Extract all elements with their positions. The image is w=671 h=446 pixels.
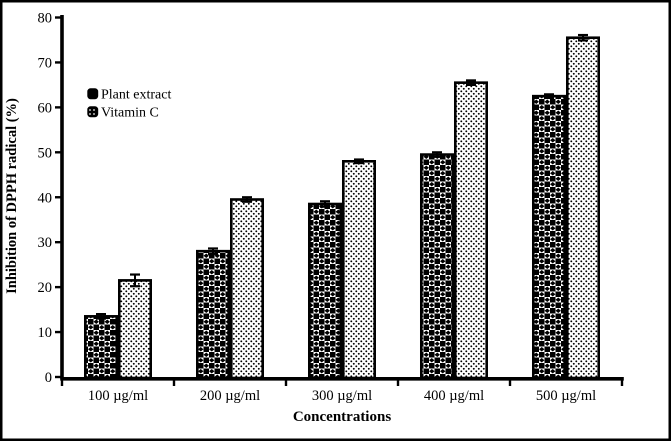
x-category-label-500-g-ml: 500 µg/ml xyxy=(536,388,596,404)
legend-label-vitamin-c: Vitamin C xyxy=(101,106,159,121)
error-bar-plant-extract-500-g-ml xyxy=(544,93,554,100)
y-tick-label-30: 30 xyxy=(38,235,53,251)
error-bar-plant-extract-400-g-ml xyxy=(432,151,442,158)
y-tick-label-50: 50 xyxy=(38,145,53,161)
error-bar-vitamin-c-400-g-ml xyxy=(466,79,476,87)
bar-plant-extract-300-g-ml xyxy=(307,202,342,380)
bar-plant-extract-100-g-ml xyxy=(84,315,119,380)
x-axis-title: Concentrations xyxy=(293,409,391,425)
y-tick-label-70: 70 xyxy=(38,55,53,71)
legend-marker-plant-extract xyxy=(87,88,99,100)
bar-plant-extract-400-g-ml xyxy=(419,153,454,380)
x-category-label-200-g-ml: 200 µg/ml xyxy=(200,388,260,404)
error-bar-plant-extract-100-g-ml xyxy=(96,312,106,320)
bar-vitamin-c-100-g-ml xyxy=(118,279,153,380)
y-tick-label-0: 0 xyxy=(45,370,52,386)
bar-vitamin-c-300-g-ml xyxy=(341,160,376,380)
y-tick-label-40: 40 xyxy=(38,190,53,206)
error-bar-vitamin-c-200-g-ml xyxy=(242,196,252,203)
y-tick-label-60: 60 xyxy=(38,100,53,116)
bar-plant-extract-200-g-ml xyxy=(196,249,231,380)
legend-marker-vitamin-c xyxy=(87,106,99,118)
error-bar-vitamin-c-100-g-ml xyxy=(130,273,140,288)
x-category-label-300-g-ml: 300 µg/ml xyxy=(312,388,372,404)
error-bar-vitamin-c-500-g-ml xyxy=(578,33,588,42)
y-axis-title: Inhibition of DPPH radical (%) xyxy=(4,98,20,294)
legend: Plant extract Vitamin C xyxy=(87,88,171,121)
error-bar-plant-extract-200-g-ml xyxy=(208,247,218,255)
y-tick-label-80: 80 xyxy=(38,11,53,27)
x-category-label-100-g-ml: 100 µg/ml xyxy=(88,388,148,404)
y-tick-label-10: 10 xyxy=(38,325,53,341)
bar-vitamin-c-200-g-ml xyxy=(230,198,265,380)
bar-vitamin-c-400-g-ml xyxy=(453,81,488,380)
x-category-label-400-g-ml: 400 µg/ml xyxy=(424,388,484,404)
bar-plant-extract-500-g-ml xyxy=(531,94,566,380)
bar-vitamin-c-500-g-ml xyxy=(565,36,600,380)
y-tick-label-20: 20 xyxy=(38,280,53,296)
error-bar-plant-extract-300-g-ml xyxy=(320,200,330,208)
legend-label-plant-extract: Plant extract xyxy=(101,88,171,103)
error-bar-vitamin-c-300-g-ml xyxy=(354,158,364,165)
